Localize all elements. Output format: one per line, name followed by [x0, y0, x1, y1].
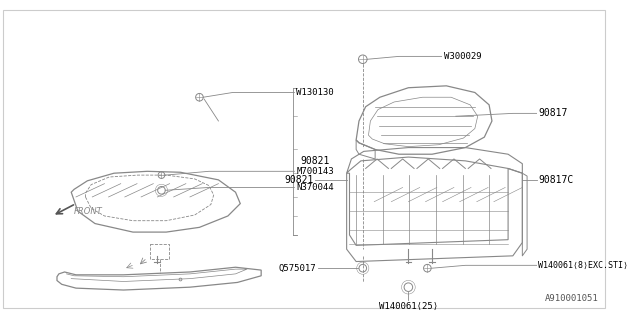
Text: FRONT: FRONT: [74, 207, 103, 216]
Text: W130130: W130130: [296, 88, 334, 97]
Text: 90821: 90821: [300, 156, 330, 166]
Text: M700143: M700143: [296, 167, 334, 176]
Text: W140061⟨8⟩EXC.STI⟩: W140061⟨8⟩EXC.STI⟩: [538, 261, 628, 270]
Text: W300029: W300029: [444, 52, 481, 61]
Text: W140061⟨25⟩: W140061⟨25⟩: [379, 302, 438, 311]
Text: 90817: 90817: [538, 108, 568, 118]
Text: 90821: 90821: [284, 175, 314, 185]
Text: N370044: N370044: [296, 183, 334, 192]
Text: Q575017: Q575017: [278, 264, 316, 273]
Text: 90817C: 90817C: [538, 175, 573, 185]
Text: A910001051: A910001051: [545, 294, 598, 303]
